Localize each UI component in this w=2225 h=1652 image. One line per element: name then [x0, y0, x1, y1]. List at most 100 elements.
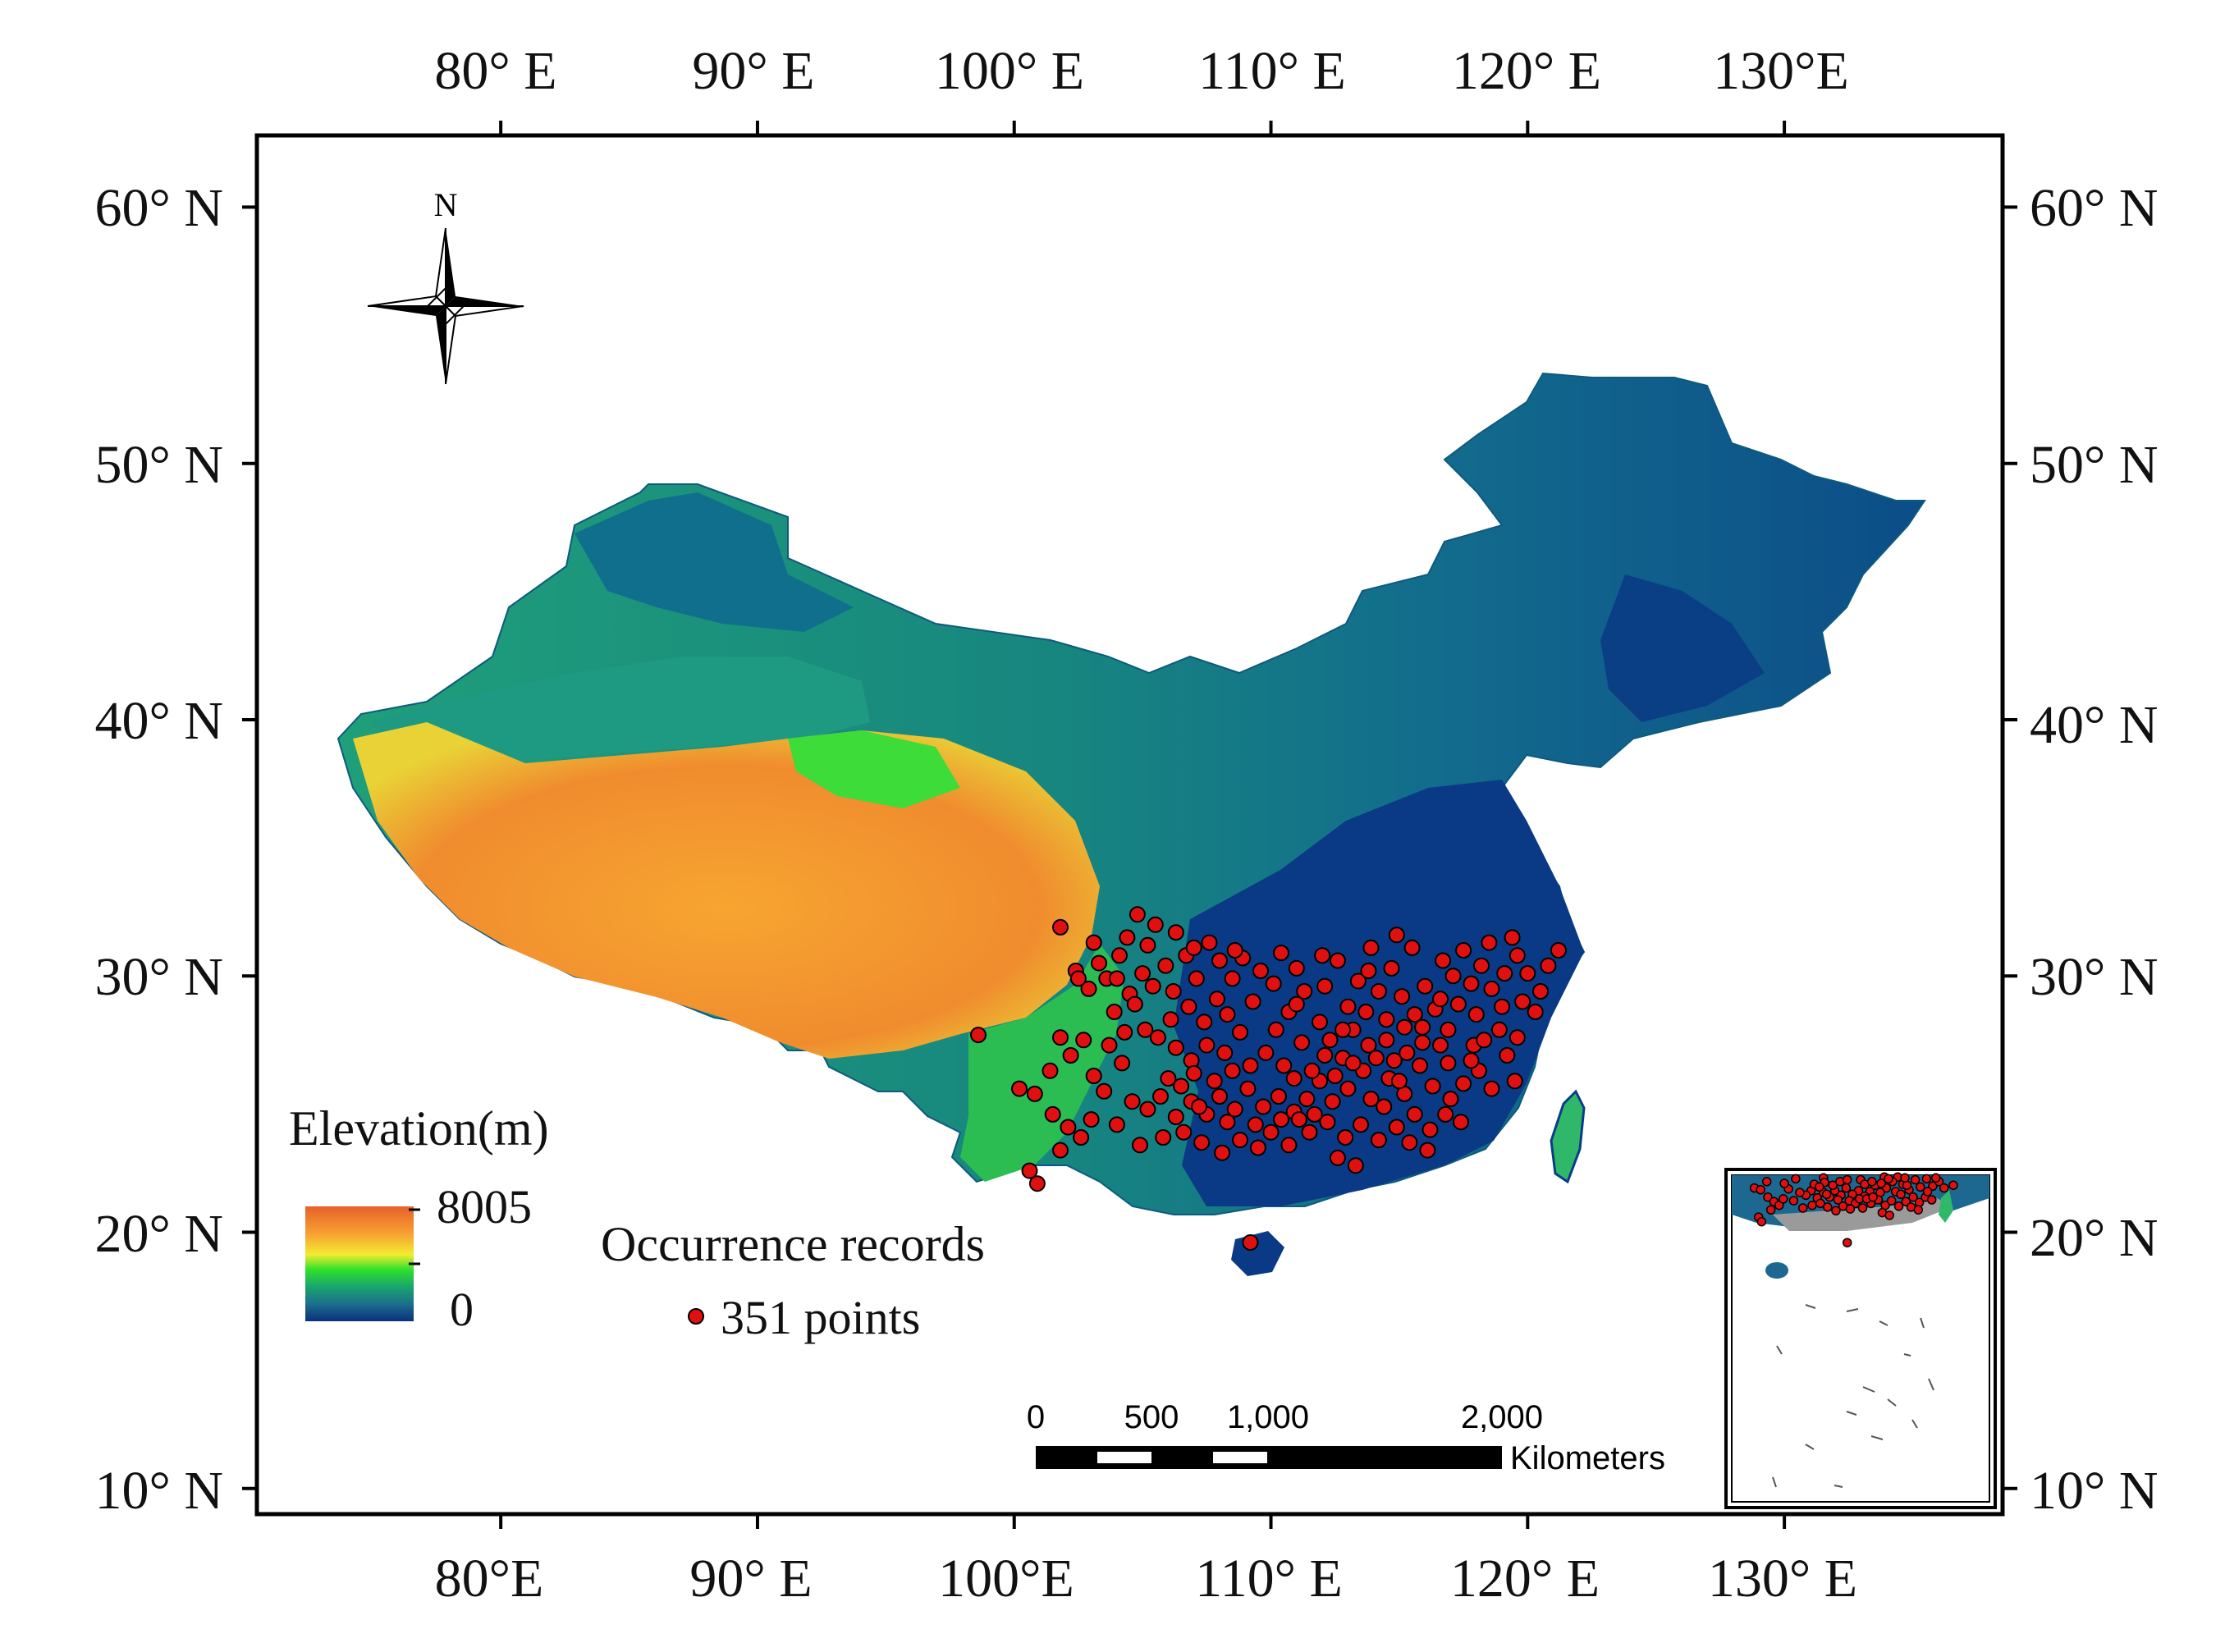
occurrence-point — [1335, 1021, 1352, 1038]
left-tick-label: 10° N — [94, 1461, 223, 1521]
bottom-axis-labels: 80°E 90° E 100°E 110° E 120° E 130° E — [435, 1549, 1857, 1609]
occurrence-point — [1185, 1064, 1202, 1082]
occurrence-point — [1360, 963, 1377, 979]
northeast-plain — [1600, 574, 1765, 722]
right-axis-labels: 60° N 50° N 40° N 30° N 20° N 10° N — [2030, 178, 2159, 1521]
occurrence-point — [1519, 965, 1536, 982]
left-tick-label: 30° N — [94, 947, 223, 1007]
left-tick-label: 20° N — [94, 1204, 223, 1264]
elevation-max-label: 8005 — [437, 1180, 532, 1233]
occurrence-point — [1193, 1134, 1211, 1151]
occurrence-point — [1349, 972, 1367, 990]
occurrence-point — [1353, 1116, 1369, 1133]
occurrence-point — [1106, 1004, 1123, 1020]
inset-occurrence-point — [1779, 1194, 1788, 1204]
inset-occurrence-point — [1823, 1202, 1833, 1212]
occurrence-point — [1388, 927, 1405, 944]
north-arrow-compass-icon: N — [367, 186, 524, 385]
occurrence-point — [1496, 965, 1513, 982]
top-axis-labels: 80° E 90° E 100° E 110° E 120° E 130°E — [434, 41, 1848, 101]
occurrence-point — [1211, 952, 1228, 969]
occurrence-point — [1244, 993, 1261, 1010]
bottom-tick-label: 120° E — [1450, 1549, 1600, 1609]
inset-occurrence-point — [1797, 1203, 1808, 1213]
inset-occurrence-point — [1867, 1177, 1877, 1187]
occurrence-point — [1483, 1080, 1500, 1097]
occurrence-point — [1316, 977, 1334, 995]
occurrence-point — [1476, 1032, 1493, 1049]
occurrence-point — [1483, 980, 1500, 997]
occurrence-point — [1473, 957, 1490, 974]
occurrence-point — [1206, 1073, 1223, 1090]
occurrence-point — [1126, 995, 1143, 1013]
occurrence-point — [1224, 1062, 1241, 1079]
inset-occurrence-point — [1788, 1196, 1799, 1206]
occurrence-point — [1162, 1011, 1179, 1028]
inset-occurrence-point — [1910, 1174, 1921, 1185]
top-tick-label: 90° E — [692, 41, 814, 101]
right-tick-label: 10° N — [2030, 1461, 2159, 1521]
occurrence-point — [1435, 952, 1452, 969]
inset-occurrence-point — [1756, 1216, 1767, 1227]
occurrence-point — [1242, 1057, 1259, 1074]
occurrence-point — [1437, 1105, 1454, 1123]
occurrence-point — [1385, 1052, 1403, 1069]
bottom-tick-label: 90° E — [689, 1549, 812, 1609]
south-china-sea-inset-map — [1724, 1168, 1997, 1509]
right-tick-label: 40° N — [2030, 695, 2159, 755]
inset-occurrence-point — [1930, 1173, 1941, 1183]
inset-occurrence-point — [1795, 1188, 1805, 1197]
scale-unit-label: Kilometers — [1510, 1440, 1665, 1476]
occurrence-point — [1060, 1119, 1077, 1136]
top-tick-label: 130°E — [1713, 41, 1849, 101]
occurrence-point — [1239, 1080, 1257, 1097]
occurrence-point — [1052, 1029, 1069, 1046]
occurrence-point — [1198, 1037, 1216, 1054]
occurrence-point — [1201, 934, 1218, 951]
inset-occurrence-point — [1896, 1189, 1906, 1200]
occurrence-point — [1494, 998, 1511, 1015]
occurrence-point — [1134, 965, 1151, 982]
occurrence-point — [1280, 1137, 1298, 1154]
occurrence-point — [1339, 998, 1357, 1015]
occurrence-point — [1412, 1057, 1428, 1074]
inset-occurrence-point — [1845, 1204, 1856, 1214]
occurrence-point — [1514, 993, 1531, 1010]
inset-occurrence-point — [1948, 1180, 1958, 1190]
inset-occurrence-point — [1791, 1174, 1801, 1184]
occurrence-point — [1101, 1037, 1118, 1054]
scale-label: 0 — [1027, 1399, 1045, 1435]
occurrence-point — [1255, 1098, 1272, 1115]
inset-occurrence-point — [1939, 1183, 1949, 1193]
inset-occurrence-point — [1763, 1192, 1773, 1202]
inset-occurrence-point — [1913, 1205, 1924, 1215]
occurrence-point — [1390, 1073, 1408, 1090]
occurrence-point — [1376, 1098, 1393, 1115]
occurrence-point — [1273, 945, 1289, 962]
occurrence-legend: Occurrence records 351 points — [601, 1217, 985, 1344]
right-tick-label: 60° N — [2030, 178, 2159, 238]
occurrence-point — [1388, 1119, 1405, 1136]
occurrence-point — [1417, 977, 1434, 995]
inset-occurrence-point — [1831, 1206, 1841, 1216]
occurrence-point — [1219, 1006, 1236, 1023]
yunnan-green — [960, 944, 1124, 1182]
junggar-region — [575, 492, 854, 632]
occurrence-point — [1463, 975, 1480, 992]
occurrence-point — [1119, 929, 1136, 946]
occurrence-point — [970, 1027, 987, 1044]
compass-north-label: N — [434, 186, 458, 223]
occurrence-point — [1147, 916, 1164, 933]
occurrence-point — [1262, 1123, 1280, 1141]
occurrence-point — [1111, 947, 1128, 964]
occurrence-point — [1316, 1047, 1334, 1064]
occurrence-point — [1290, 1111, 1307, 1128]
occurrence-point — [1396, 1018, 1413, 1036]
occurrence-point — [1267, 1021, 1284, 1038]
occurrence-point — [1180, 998, 1197, 1015]
occurrence-point — [1114, 1055, 1131, 1072]
inset-occurrence-point — [1893, 1201, 1904, 1211]
tarim-basin — [369, 657, 870, 763]
occurrence-point — [1096, 1082, 1113, 1100]
occurrence-point — [1185, 939, 1202, 956]
